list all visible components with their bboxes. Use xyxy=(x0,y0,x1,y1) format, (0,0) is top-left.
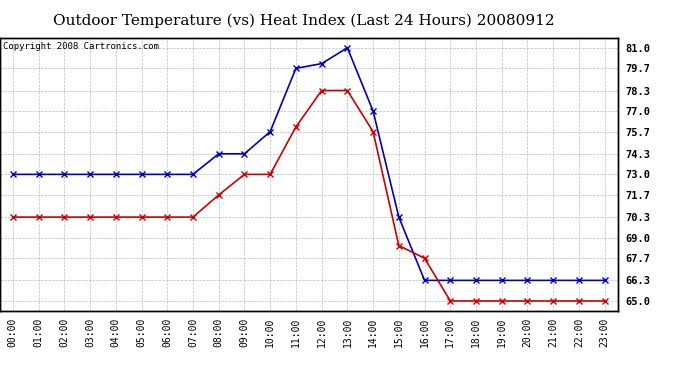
Text: Outdoor Temperature (vs) Heat Index (Last 24 Hours) 20080912: Outdoor Temperature (vs) Heat Index (Las… xyxy=(53,13,554,27)
Text: Copyright 2008 Cartronics.com: Copyright 2008 Cartronics.com xyxy=(3,42,159,51)
